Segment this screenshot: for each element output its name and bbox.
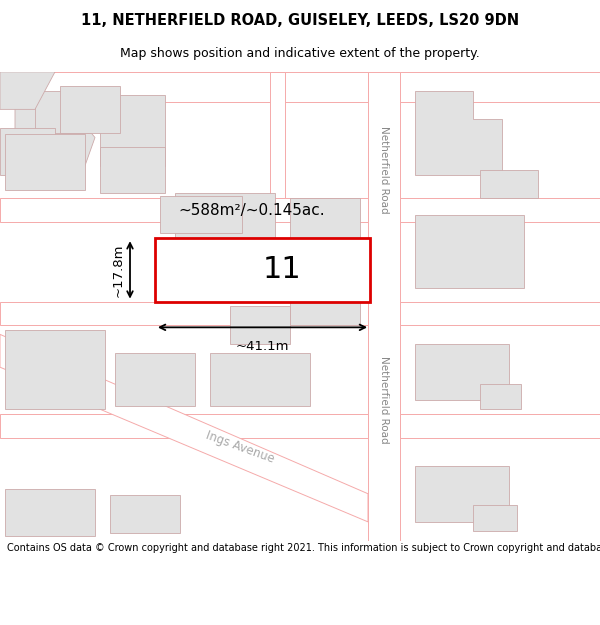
Bar bbox=[5, 489, 95, 536]
Bar bbox=[480, 170, 538, 199]
Polygon shape bbox=[0, 334, 368, 522]
Polygon shape bbox=[400, 72, 600, 102]
Text: Ings Avenue: Ings Avenue bbox=[204, 429, 276, 465]
Polygon shape bbox=[368, 72, 400, 541]
Bar bbox=[473, 506, 517, 531]
Polygon shape bbox=[0, 301, 368, 325]
Text: Netherfield Road: Netherfield Road bbox=[379, 126, 389, 214]
Polygon shape bbox=[0, 414, 368, 437]
Polygon shape bbox=[415, 91, 502, 175]
Bar bbox=[290, 199, 360, 325]
Polygon shape bbox=[400, 199, 600, 222]
Bar bbox=[415, 215, 524, 288]
Polygon shape bbox=[270, 72, 285, 199]
Polygon shape bbox=[0, 199, 368, 222]
Bar bbox=[480, 384, 521, 409]
Polygon shape bbox=[400, 301, 600, 325]
Bar bbox=[5, 134, 85, 191]
Polygon shape bbox=[35, 91, 90, 132]
Text: ~41.1m: ~41.1m bbox=[236, 341, 289, 354]
Text: ~588m²/~0.145ac.: ~588m²/~0.145ac. bbox=[178, 202, 325, 217]
Text: 11: 11 bbox=[263, 256, 302, 284]
Bar bbox=[5, 330, 105, 409]
Polygon shape bbox=[60, 86, 120, 132]
Bar bbox=[230, 306, 290, 344]
Bar bbox=[165, 243, 251, 294]
Bar bbox=[115, 352, 195, 406]
Polygon shape bbox=[0, 128, 55, 175]
Text: Netherfield Road: Netherfield Road bbox=[379, 356, 389, 444]
Polygon shape bbox=[100, 95, 165, 166]
Bar bbox=[415, 466, 509, 522]
Bar bbox=[160, 196, 242, 233]
Polygon shape bbox=[0, 72, 55, 109]
Bar bbox=[210, 352, 310, 406]
Bar bbox=[110, 495, 180, 532]
Bar bbox=[155, 238, 370, 301]
Polygon shape bbox=[15, 95, 95, 180]
Bar bbox=[100, 146, 165, 194]
Text: Map shows position and indicative extent of the property.: Map shows position and indicative extent… bbox=[120, 48, 480, 61]
Bar bbox=[415, 344, 509, 400]
Text: ~17.8m: ~17.8m bbox=[112, 243, 125, 297]
Text: Contains OS data © Crown copyright and database right 2021. This information is : Contains OS data © Crown copyright and d… bbox=[7, 543, 600, 553]
Polygon shape bbox=[400, 414, 600, 437]
Bar bbox=[175, 194, 275, 282]
Polygon shape bbox=[0, 72, 368, 102]
Text: 11, NETHERFIELD ROAD, GUISELEY, LEEDS, LS20 9DN: 11, NETHERFIELD ROAD, GUISELEY, LEEDS, L… bbox=[81, 12, 519, 28]
